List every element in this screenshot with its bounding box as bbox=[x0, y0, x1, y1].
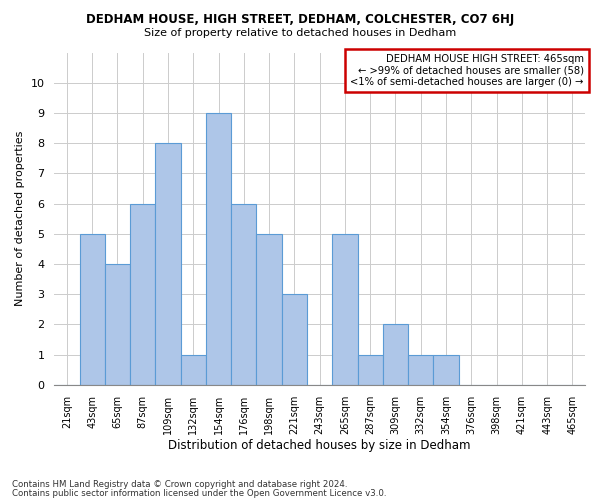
Bar bbox=[282, 294, 307, 385]
Bar bbox=[256, 234, 282, 385]
Bar bbox=[206, 113, 231, 385]
Text: Contains HM Land Registry data © Crown copyright and database right 2024.: Contains HM Land Registry data © Crown c… bbox=[12, 480, 347, 489]
Bar bbox=[408, 354, 433, 385]
Bar bbox=[433, 354, 458, 385]
Text: Size of property relative to detached houses in Dedham: Size of property relative to detached ho… bbox=[144, 28, 456, 38]
Bar bbox=[155, 143, 181, 385]
Bar bbox=[105, 264, 130, 385]
Y-axis label: Number of detached properties: Number of detached properties bbox=[15, 131, 25, 306]
Bar bbox=[358, 354, 383, 385]
Bar bbox=[130, 204, 155, 385]
Bar bbox=[231, 204, 256, 385]
Bar bbox=[383, 324, 408, 385]
Text: Contains public sector information licensed under the Open Government Licence v3: Contains public sector information licen… bbox=[12, 490, 386, 498]
Text: DEDHAM HOUSE HIGH STREET: 465sqm
← >99% of detached houses are smaller (58)
<1% : DEDHAM HOUSE HIGH STREET: 465sqm ← >99% … bbox=[350, 54, 584, 87]
Text: DEDHAM HOUSE, HIGH STREET, DEDHAM, COLCHESTER, CO7 6HJ: DEDHAM HOUSE, HIGH STREET, DEDHAM, COLCH… bbox=[86, 12, 514, 26]
Bar bbox=[181, 354, 206, 385]
Bar bbox=[80, 234, 105, 385]
X-axis label: Distribution of detached houses by size in Dedham: Distribution of detached houses by size … bbox=[169, 440, 471, 452]
Bar bbox=[332, 234, 358, 385]
